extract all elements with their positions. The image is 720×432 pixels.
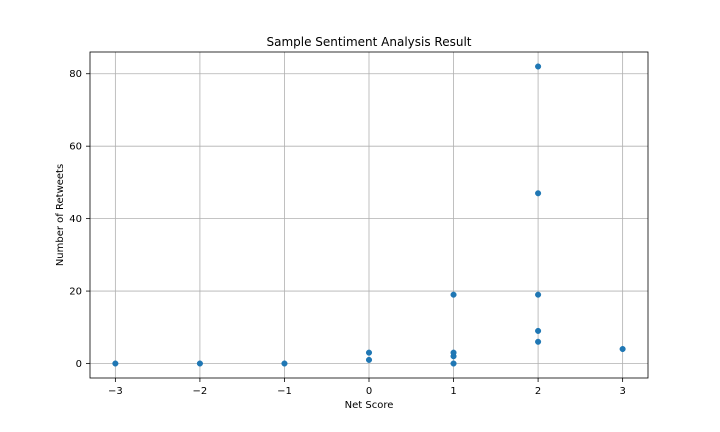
data-point bbox=[281, 360, 288, 367]
y-axis-label: Number of Retweets bbox=[55, 164, 66, 266]
x-tick-label: 3 bbox=[619, 386, 625, 397]
x-tick-label: 2 bbox=[535, 386, 541, 397]
grid bbox=[90, 52, 648, 378]
data-point bbox=[365, 356, 373, 363]
chart-title: Sample Sentiment Analysis Result bbox=[267, 35, 472, 49]
data-point bbox=[450, 360, 457, 367]
y-tick-label: 0 bbox=[76, 359, 82, 370]
data-point bbox=[450, 291, 457, 298]
y-tick-label: 60 bbox=[69, 142, 82, 153]
tick-labels: −3 −2 −1 0 1 2 3 0 20 40 60 80 bbox=[69, 69, 626, 397]
x-tick-label: −2 bbox=[193, 386, 208, 397]
x-tick-label: 0 bbox=[366, 386, 372, 397]
data-point bbox=[535, 338, 542, 345]
data-point bbox=[112, 360, 119, 367]
data-point bbox=[365, 349, 373, 356]
data-point bbox=[450, 349, 457, 356]
data-points bbox=[112, 63, 626, 367]
y-tick-label: 20 bbox=[69, 287, 82, 298]
y-tick-label: 40 bbox=[69, 214, 82, 225]
data-point bbox=[535, 291, 542, 298]
x-tick-label: −3 bbox=[108, 386, 123, 397]
data-point bbox=[535, 327, 542, 334]
data-point bbox=[535, 63, 542, 70]
data-point bbox=[535, 190, 542, 197]
data-point bbox=[196, 360, 203, 367]
tick-marks bbox=[86, 73, 624, 382]
x-tick-label: −1 bbox=[277, 386, 292, 397]
x-tick-label: 1 bbox=[450, 386, 456, 397]
data-point bbox=[619, 345, 626, 353]
x-axis-label: Net Score bbox=[345, 400, 394, 411]
y-tick-label: 80 bbox=[69, 69, 82, 80]
